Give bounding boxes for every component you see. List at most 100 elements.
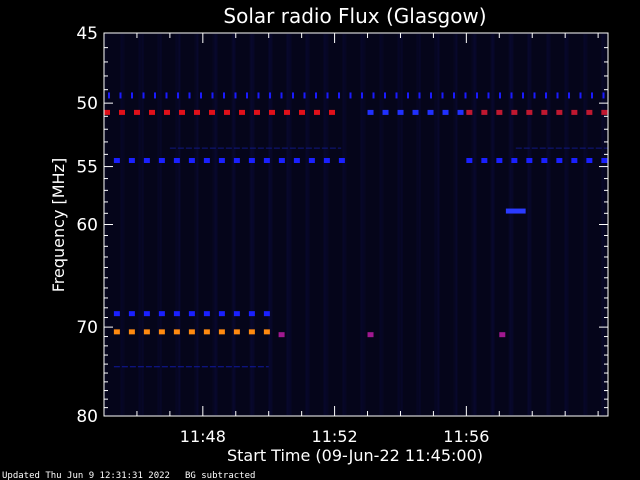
emission-segment [211, 92, 214, 99]
emission-band [367, 332, 374, 338]
emission-segment [545, 92, 547, 99]
emission-segment [269, 92, 271, 99]
emission-segment [496, 109, 503, 115]
emission-segment [510, 92, 513, 99]
emission-segment [338, 92, 340, 99]
emission-segment [487, 92, 490, 99]
emission-segment [481, 109, 488, 115]
emission-segment [441, 92, 444, 99]
emission-segment [179, 109, 185, 115]
emission-segment [154, 92, 156, 99]
emission-segment [329, 109, 335, 115]
emission-segment [453, 92, 455, 99]
emission-segment [257, 92, 260, 99]
emission-segment [234, 92, 237, 99]
emission-segment [602, 92, 605, 99]
emission-segment [128, 158, 135, 164]
emission-segment [541, 158, 548, 164]
emission-segment [571, 109, 578, 115]
emission-segment [338, 158, 345, 164]
emission-segment [113, 329, 120, 335]
y-tick-label: 70 [76, 318, 98, 338]
emission-segment [158, 158, 165, 164]
emission-segment [233, 329, 240, 335]
emission-segment [303, 92, 306, 99]
emission-segment [173, 311, 180, 317]
chart-title: Solar radio Flux (Glasgow) [223, 4, 486, 28]
y-axis-label: Frequency [MHz] [49, 158, 68, 292]
emission-segment [308, 158, 315, 164]
emission-segment [556, 92, 559, 99]
emission-band [108, 92, 605, 99]
emission-segment [314, 109, 320, 115]
emission-segment [292, 92, 294, 99]
emission-segment [248, 311, 255, 317]
y-axis: 45 50 55 60 70 80 [76, 24, 608, 427]
emission-segment [269, 109, 275, 115]
emission-segment [188, 158, 195, 164]
emission-segment [223, 92, 225, 99]
emission-segment [457, 109, 464, 115]
emission-segment [278, 158, 285, 164]
emission-segment [511, 109, 518, 115]
emission-segment [218, 311, 225, 317]
emission-band [113, 311, 270, 317]
emission-segment [248, 329, 255, 335]
emission-segment [233, 311, 240, 317]
emission-segment [418, 92, 421, 99]
emission-segment [143, 158, 150, 164]
emission-segment [143, 329, 150, 335]
emission-segment [131, 92, 133, 99]
emission-segment [323, 158, 330, 164]
emission-band [466, 158, 608, 164]
emission-segment [382, 109, 389, 115]
x-axis: 11:48 11:52 11:56 [136, 33, 599, 446]
emission-segment [412, 109, 419, 115]
emission-segment [384, 92, 386, 99]
emission-segment [315, 92, 317, 99]
emission-segment [134, 109, 140, 115]
emission-segment [481, 158, 488, 164]
emission-segment [113, 158, 120, 164]
emission-segment [143, 311, 150, 317]
emission-segment [556, 109, 563, 115]
emission-segment [203, 329, 210, 335]
emission-segment [239, 109, 245, 115]
emission-segment [586, 109, 593, 115]
emission-segment [128, 311, 135, 317]
emission-segment [278, 332, 285, 338]
x-tick-label: 11:48 [180, 427, 226, 446]
emission-segment [188, 92, 191, 99]
emission-segment [556, 158, 563, 164]
emission-segment [263, 311, 270, 317]
emission-segment [326, 92, 329, 99]
emission-band [367, 109, 464, 115]
emission-segment [142, 92, 145, 99]
emission-segment [293, 158, 300, 164]
emission-segment [233, 158, 240, 164]
emission-segment [372, 92, 375, 99]
emission-segment [367, 109, 374, 115]
emission-segment [395, 92, 398, 99]
emission-segment [407, 92, 409, 99]
x-tick-label: 11:56 [443, 427, 489, 446]
emission-segment [442, 109, 449, 115]
emission-segment [464, 92, 467, 99]
emission-segment [224, 109, 230, 115]
emission-segment [541, 109, 548, 115]
emission-segment [158, 329, 165, 335]
emission-segment [209, 109, 215, 115]
emission-segment [466, 109, 473, 115]
emission-segment [246, 92, 248, 99]
emission-segment [476, 92, 478, 99]
emission-segment [284, 109, 290, 115]
emission-segment [466, 158, 473, 164]
emission-segment [173, 158, 180, 164]
emission-segment [361, 92, 363, 99]
emission-segment [119, 109, 125, 115]
emission-segment [177, 92, 179, 99]
y-tick-label: 45 [76, 24, 98, 44]
emission-segment [505, 208, 526, 214]
emission-segment [165, 92, 168, 99]
emission-segment [526, 109, 533, 115]
